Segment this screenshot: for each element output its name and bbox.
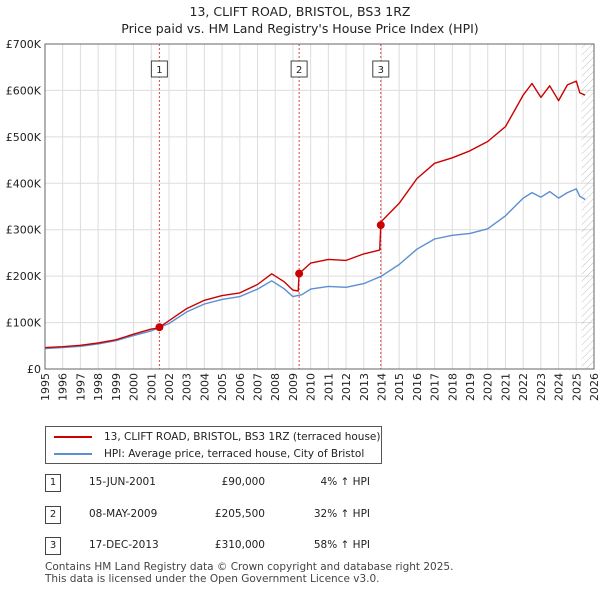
- sale-label: 2: [296, 65, 302, 76]
- chart-title-line-1: 13, CLIFT ROAD, BRISTOL, BS3 1RZ: [189, 4, 411, 19]
- x-tick-label: 2023: [535, 373, 548, 401]
- y-tick-label: £200K: [6, 270, 42, 283]
- y-tick-label: £300K: [6, 224, 42, 237]
- y-tick-label: £600K: [6, 84, 42, 97]
- transaction-hpi-change: 4% ↑ HPI: [320, 476, 370, 488]
- sale-label-box: [290, 60, 308, 78]
- x-tick-label: 1995: [39, 373, 52, 401]
- transaction-hpi-change: 58% ↑ HPI: [313, 539, 370, 551]
- footer-licence: This data is licensed under the Open Gov…: [45, 573, 380, 585]
- x-tick-label: 1998: [92, 373, 105, 401]
- x-tick-label: 2019: [464, 373, 477, 401]
- sale-label-box: [150, 60, 168, 78]
- x-tick-label: 2011: [322, 373, 335, 401]
- transaction-hpi-change: 32% ↑ HPI: [313, 508, 370, 520]
- legend-label-property: 13, CLIFT ROAD, BRISTOL, BS3 1RZ (terrac…: [104, 431, 381, 443]
- transaction-price: £90,000: [221, 476, 265, 488]
- x-tick-label: 2005: [216, 373, 229, 401]
- legend-swatch-hpi: [54, 453, 92, 455]
- x-tick-label: 2022: [517, 373, 530, 401]
- transaction-date: 15-JUN-2001: [89, 476, 156, 488]
- x-tick-label: 1996: [57, 373, 70, 401]
- sale-label: 3: [378, 65, 384, 76]
- x-tick-label: 2018: [446, 373, 459, 401]
- price-chart: 1 2 3 £0 £100K £200K £300K £400K £500K £600K £700…: [6, 38, 600, 401]
- legend-label-hpi: HPI: Average price, terraced house, City…: [104, 448, 365, 460]
- transaction-number: 3: [45, 537, 61, 555]
- x-tick-label: 2026: [588, 373, 600, 401]
- x-tick-label: 2006: [234, 373, 247, 401]
- transaction-date: 17-DEC-2013: [89, 539, 159, 551]
- x-tick-label: 1997: [74, 373, 87, 401]
- y-tick-label: £700K: [6, 38, 42, 51]
- y-tick-label: £400K: [6, 177, 42, 190]
- x-tick-label: 2010: [305, 373, 318, 401]
- y-tick-label: £500K: [6, 131, 42, 144]
- transaction-number: 1: [45, 474, 61, 492]
- x-tick-label: 2004: [198, 373, 211, 401]
- forecast-hatch-area: [581, 44, 594, 369]
- x-tick-label: 2025: [570, 373, 583, 401]
- transaction-price: £205,500: [214, 508, 265, 520]
- x-tick-label: 2012: [340, 373, 353, 401]
- transaction-price: £310,000: [214, 539, 265, 551]
- x-tick-label: 2024: [553, 373, 566, 401]
- footer-copyright: Contains HM Land Registry data © Crown c…: [45, 561, 454, 573]
- plot-frame: [44, 43, 595, 370]
- sale-label-box: [372, 60, 390, 78]
- x-tick-label: 2016: [411, 373, 424, 401]
- sale-point: [155, 323, 164, 332]
- chart-title-line-2: Price paid vs. HM Land Registry's House …: [121, 21, 479, 36]
- x-tick-label: 2014: [375, 373, 388, 401]
- x-tick-label: 2002: [163, 373, 176, 401]
- x-tick-label: 2020: [482, 373, 495, 401]
- x-tick-label: 2007: [252, 373, 265, 401]
- hpi-series-line: [44, 188, 586, 350]
- sale-point: [295, 269, 304, 278]
- property-series-line: [44, 80, 586, 349]
- x-tick-label: 2003: [181, 373, 194, 401]
- x-tick-label: 2009: [287, 373, 300, 401]
- sale-point: [376, 221, 385, 230]
- transaction-date: 08-MAY-2009: [89, 508, 158, 520]
- x-tick-label: 2013: [358, 373, 371, 401]
- x-tick-label: 2017: [429, 373, 442, 401]
- x-tick-label: 2021: [499, 373, 512, 401]
- legend-swatch-property: [54, 436, 92, 438]
- legend-item-property: 13, CLIFT ROAD, BRISTOL, BS3 1RZ (terrac…: [54, 429, 380, 445]
- y-tick-label: £0: [27, 363, 41, 376]
- transaction-number: 2: [45, 506, 61, 524]
- x-tick-label: 1999: [110, 373, 123, 401]
- y-tick-label: £100K: [6, 317, 42, 330]
- sale-label: 1: [156, 65, 162, 76]
- x-tick-label: 2000: [128, 373, 141, 401]
- legend: 13, CLIFT ROAD, BRISTOL, BS3 1RZ (terrac…: [45, 426, 382, 464]
- x-tick-label: 2001: [145, 373, 158, 401]
- x-tick-label: 2008: [269, 373, 282, 401]
- x-tick-label: 2015: [393, 373, 406, 401]
- legend-item-hpi: HPI: Average price, terraced house, City…: [54, 446, 364, 462]
